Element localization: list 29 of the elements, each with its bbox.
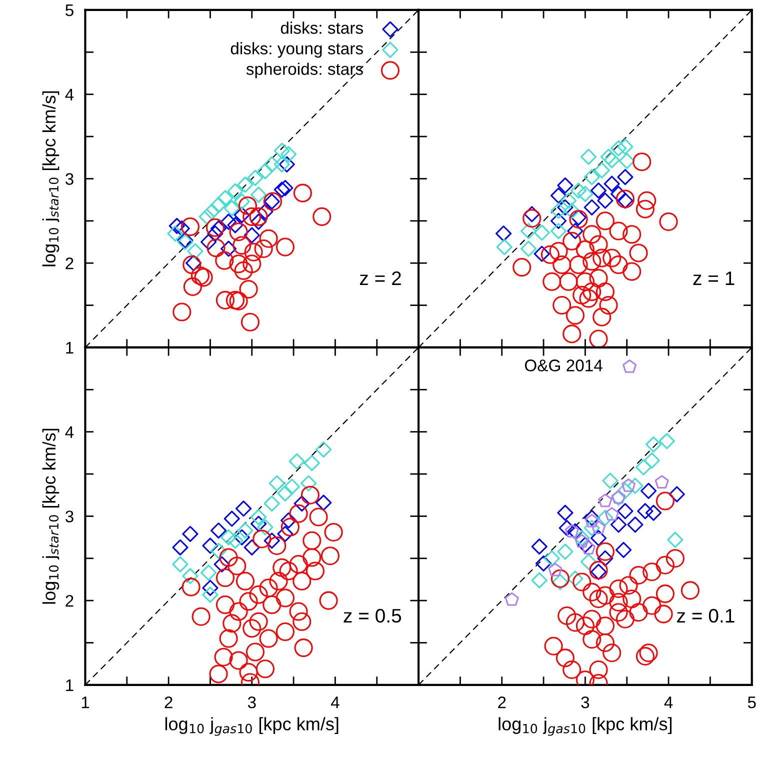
legend-label: disks: stars [280, 22, 363, 34]
x-tick-label: 2 [164, 696, 172, 708]
annotation: z = 0.5 [344, 608, 402, 623]
y-tick-label: 3 [65, 173, 74, 185]
x-axis-title: log$_{10}$ j$_{gas10}$ [kpc km/s] [498, 717, 672, 736]
annotation: z = 2 [360, 271, 401, 285]
y-axis-title: log$_{10}$ j$_{star10}$ [kpc km/s] [42, 428, 60, 604]
legend-label: disks: young stars [230, 42, 363, 58]
legend-label: O&G 2014 [524, 360, 602, 372]
legend-label: spheroids: stars [246, 62, 363, 78]
x-tick-label: 3 [581, 696, 590, 708]
y-tick-label: 1 [66, 342, 74, 354]
annotation: z = 0.1 [677, 608, 734, 623]
y-tick-label: 2 [66, 257, 74, 270]
y-tick-label: 3 [65, 510, 74, 522]
y-tick-label: 4 [65, 88, 74, 100]
x-axis-title: log$_{10}$ j$_{gas10}$ [kpc km/s] [165, 717, 338, 736]
x-tick-label: 2 [498, 696, 506, 708]
x-tick-label: 4 [330, 696, 340, 708]
y-axis-title: log$_{10}$ j$_{star10}$ [kpc km/s] [42, 91, 60, 266]
y-tick-label: 2 [66, 594, 74, 607]
y-tick-label: 5 [66, 4, 74, 16]
x-tick-label: 1 [82, 696, 90, 708]
y-tick-label: 1 [66, 680, 74, 691]
annotation: z = 1 [693, 272, 734, 285]
x-tick-label: 4 [664, 696, 673, 708]
y-tick-label: 4 [65, 426, 74, 438]
x-tick-label: 3 [248, 696, 256, 708]
x-tick-label: 5 [748, 696, 756, 708]
